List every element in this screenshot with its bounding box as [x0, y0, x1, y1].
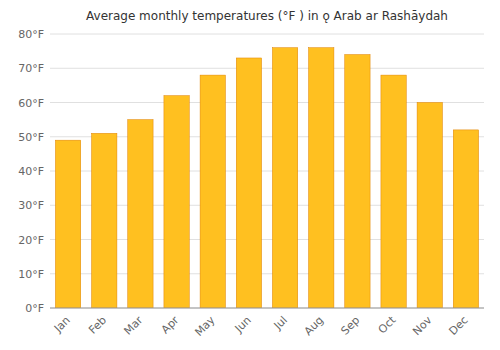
y-tick-label: 10°F: [18, 268, 44, 281]
bar: [92, 133, 117, 308]
bar: [236, 58, 261, 308]
x-tick-label: Jul: [271, 314, 290, 333]
bars: [55, 48, 478, 308]
y-tick-label: 40°F: [18, 165, 44, 178]
x-tick-label: Oct: [376, 313, 399, 336]
bar: [272, 48, 297, 308]
bar: [200, 75, 225, 308]
grid-line: [50, 34, 484, 35]
y-tick-label: 0°F: [25, 302, 44, 315]
grid-line: [50, 68, 484, 69]
x-tick-label: Sep: [338, 314, 362, 338]
bar: [164, 96, 189, 308]
bar: [55, 140, 80, 308]
x-tick-label: Aug: [302, 314, 326, 338]
x-tick-label: Apr: [159, 313, 182, 336]
x-tick-label: Mar: [121, 313, 145, 337]
title: Average monthly temperatures (°F ) in ǫ …: [86, 9, 448, 23]
bar: [128, 120, 153, 308]
y-tick-label: 80°F: [18, 28, 44, 41]
y-tick-label: 20°F: [18, 234, 44, 247]
x-tick-label: Dec: [447, 314, 471, 338]
y-tick-label: 50°F: [18, 131, 44, 144]
y-tick-label: 30°F: [18, 199, 44, 212]
y-tick-label: 70°F: [18, 62, 44, 75]
bar: [417, 103, 442, 309]
bar: [381, 75, 406, 308]
chart: Average monthly temperatures (°F ) in ǫ …: [0, 0, 500, 350]
x-tick-label: Feb: [86, 314, 109, 337]
x-axis-line: [50, 308, 484, 309]
grid-line: [50, 308, 484, 309]
x-tick-label: Jan: [51, 314, 73, 336]
bar: [453, 130, 478, 308]
x-tick-label: Jun: [232, 314, 254, 336]
x-tick-label: Nov: [410, 313, 435, 338]
y-tick-label: 60°F: [18, 97, 44, 110]
bar: [309, 48, 334, 308]
grid: [50, 34, 484, 308]
bar: [345, 55, 370, 308]
x-tick-label: May: [192, 313, 218, 339]
